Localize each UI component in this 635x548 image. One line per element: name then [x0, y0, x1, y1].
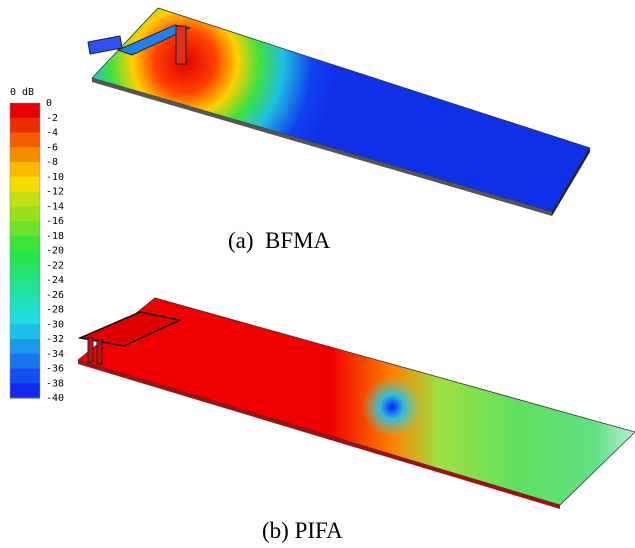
antenna-post — [176, 26, 186, 64]
caption: (a) BFMA — [228, 228, 331, 253]
colorbar-tick-label: -10 — [46, 172, 64, 183]
colorbar-tick-label: -34 — [46, 349, 64, 360]
figure: (a) BFMA (b) PIFA 0 dB 0 -2 -4 -6 -8 -10 -12 -1… — [0, 0, 635, 548]
colorbar-swatch — [10, 221, 40, 236]
colorbar-swatch — [10, 310, 40, 325]
colorbar-tick-label: -26 — [46, 290, 64, 301]
short-pin — [88, 338, 93, 362]
colorbar-swatch — [10, 177, 40, 192]
colorbar-tick-label: -18 — [46, 231, 64, 242]
colorbar-tick-label: -8 — [46, 157, 58, 168]
colorbar-tick-label: 0 — [46, 98, 52, 109]
colorbar-tick-label: -40 — [46, 393, 64, 404]
colorbar-swatch — [10, 383, 40, 398]
colorbar-swatch — [10, 324, 40, 339]
colorbar-swatch — [10, 162, 40, 177]
colorbar-swatch — [10, 339, 40, 354]
panel-a — [88, 8, 590, 216]
colorbar-tick-label: -28 — [46, 305, 64, 316]
colorbar-tick-label: -30 — [46, 319, 64, 330]
colorbar-swatch — [10, 206, 40, 221]
feed-pin — [97, 340, 102, 364]
colorbar-swatch — [10, 265, 40, 280]
colorbar-title: 0 dB — [10, 87, 34, 98]
colorbar-swatch — [10, 118, 40, 133]
colorbar-tick-label: -12 — [46, 187, 64, 198]
colorbar-tick-label: -4 — [46, 128, 58, 139]
colorbar-swatch — [10, 236, 40, 251]
colorbar-tick-label: -36 — [46, 364, 64, 375]
colorbar-swatch — [10, 295, 40, 310]
colorbar-tick-label: -14 — [46, 201, 64, 212]
colorbar-swatch — [10, 280, 40, 295]
colorbar-swatch — [10, 192, 40, 207]
colorbar-tick-label: -32 — [46, 334, 64, 345]
colorbar-swatch — [10, 369, 40, 384]
colorbar-tick-label: -6 — [46, 142, 58, 153]
colorbar-swatch — [10, 133, 40, 148]
colorbar-swatch — [10, 251, 40, 266]
colorbar-tick-label: -24 — [46, 275, 64, 286]
colorbar-tick-label: -2 — [46, 113, 58, 124]
colorbar: 0 dB 0 -2 -4 -6 -8 -10 -12 -14 -16 -18 -20 -22 -24 -2… — [10, 87, 64, 404]
colorbar-tick-label: -38 — [46, 378, 64, 389]
caption: (b) PIFA — [262, 518, 343, 543]
colorbar-swatch — [10, 147, 40, 162]
colorbar-tick-label: -16 — [46, 216, 64, 227]
colorbar-tick-label: -22 — [46, 260, 64, 271]
panel-b — [78, 298, 635, 509]
colorbar-tick-label: -20 — [46, 246, 64, 257]
colorbar-swatch — [10, 103, 40, 118]
colorbar-swatch — [10, 354, 40, 369]
